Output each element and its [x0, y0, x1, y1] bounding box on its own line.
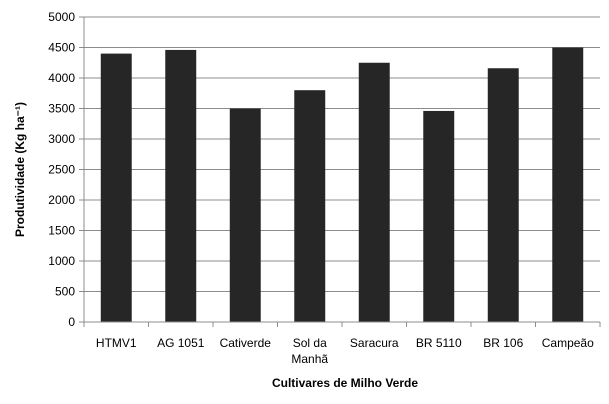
y-tick-label: 500: [55, 285, 75, 299]
x-tick-label: HTMV1: [96, 336, 137, 350]
y-tick-label: 1500: [48, 224, 75, 238]
y-tick-label: 1000: [48, 254, 75, 268]
bar-cativerde: [229, 108, 261, 322]
x-tick-label: BR 5110: [416, 336, 462, 350]
bar-saracura: [358, 62, 390, 322]
y-tick-label: 3000: [48, 132, 75, 146]
bar-campeão: [552, 47, 584, 322]
x-tick-label: Saracura: [350, 336, 399, 350]
y-tick-label: 5000: [48, 10, 75, 24]
bar-htmv1: [100, 53, 132, 322]
bar-br-106: [487, 68, 519, 323]
y-tick-label: 4500: [48, 41, 75, 55]
y-tick-label: 3500: [48, 102, 75, 116]
y-tick-label: 2000: [48, 193, 75, 207]
x-tick-label: Campeão: [542, 336, 594, 350]
y-tick-label: 4000: [48, 71, 75, 85]
x-tick-label: AG 1051: [157, 336, 205, 350]
bar-ag-1051: [165, 49, 197, 322]
x-axis-title: Cultivares de Milho Verde: [272, 376, 418, 390]
x-tick-label: Cativerde: [220, 336, 272, 350]
y-axis-title: Produtividade (Kg ha⁻¹): [13, 102, 27, 237]
grid-lines: [84, 16, 600, 292]
bars: [100, 47, 584, 323]
y-tick-label: 2500: [48, 163, 75, 177]
y-tick-label: 0: [68, 315, 75, 329]
x-tick-label: Sol da Manhã: [291, 336, 328, 366]
bar-br-5110: [423, 110, 455, 322]
tick-labels: 0 500 1000 1500 2000 2500 3000 3500 4000 4500 5000…: [48, 10, 594, 366]
bar-sol-da-manhã: [294, 90, 326, 322]
x-tick-label: BR 106: [483, 336, 523, 350]
axes: [79, 16, 601, 327]
